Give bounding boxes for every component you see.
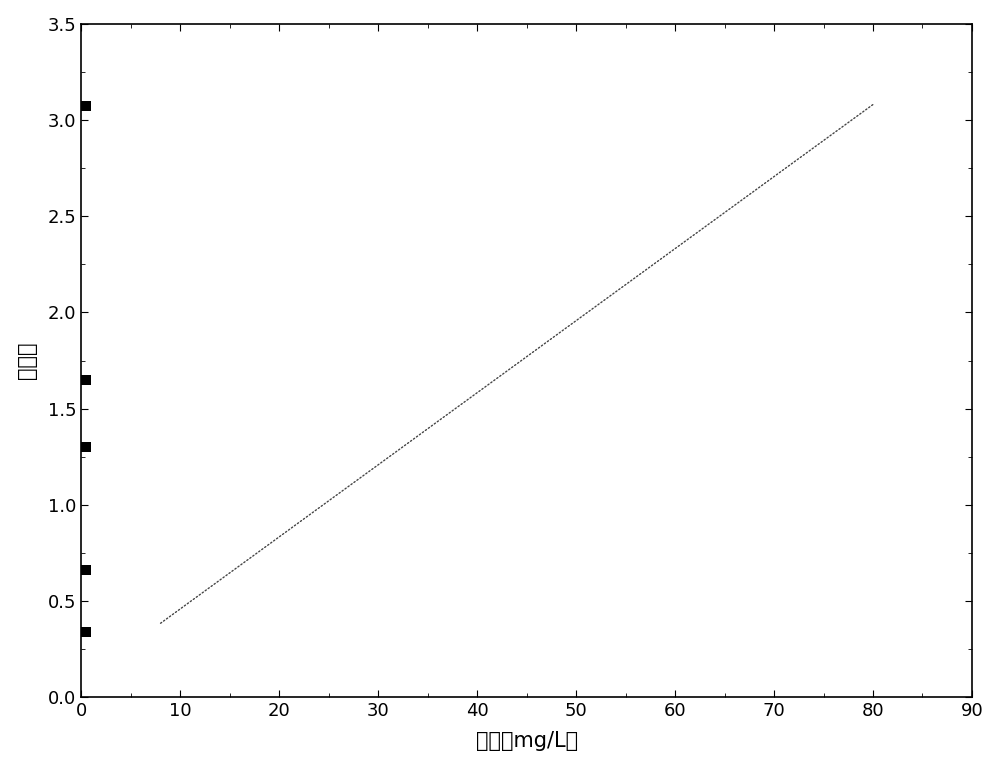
- Point: [78, 626, 94, 638]
- Point: [78, 101, 94, 113]
- Point: [78, 373, 94, 386]
- Point: [78, 564, 94, 577]
- X-axis label: 浓度（mg/L）: 浓度（mg/L）: [476, 731, 578, 751]
- Point: [78, 441, 94, 453]
- Y-axis label: 吸光度: 吸光度: [17, 342, 37, 379]
